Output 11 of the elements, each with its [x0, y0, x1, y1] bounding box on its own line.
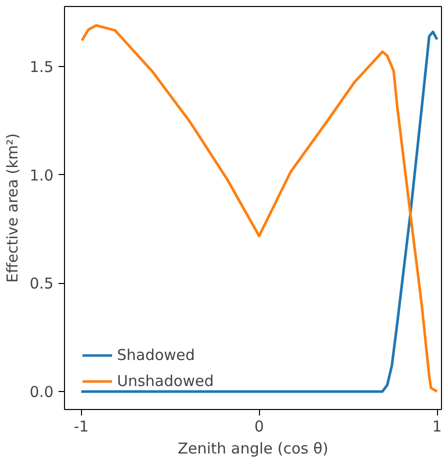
legend-label: Shadowed [117, 346, 195, 364]
y-axis-title: Effective area (km²) [4, 133, 22, 283]
y-tick-label: 0.0 [30, 383, 54, 402]
legend-label: Unshadowed [117, 372, 214, 390]
x-tick-label: 1 [432, 418, 442, 436]
x-tick-label: -1 [74, 418, 89, 436]
y-tick-label: 1.5 [30, 58, 54, 76]
y-tick-label: 1.0 [30, 166, 54, 184]
y-tick-label: 0.5 [30, 274, 54, 293]
x-axis-title: Zenith angle (cos θ) [178, 440, 328, 458]
x-tick-label: 0 [254, 418, 264, 436]
